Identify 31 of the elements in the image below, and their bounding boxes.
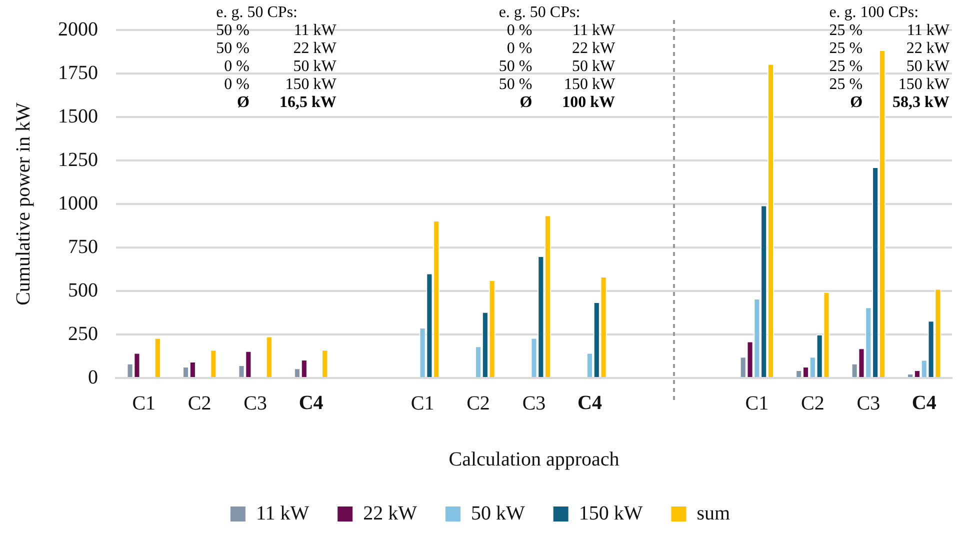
x-tick-label: C1 [132,392,156,414]
y-tick-label: 750 [68,236,98,258]
y-axis-title: Cumulative power in kW [12,102,34,306]
x-tick-label: C3 [244,392,268,414]
x-tick-label: C2 [466,392,490,414]
legend-label: 22 kW [363,502,418,524]
y-tick-label: 1000 [58,192,98,214]
x-tick-label: C1 [745,392,769,414]
text: e. g. 50 CPs: 0 % 11 kW 0 % 22 kW 50 % 50 kW 50 % 150 kW Ø 100 kW [498,4,616,111]
y-tick-label: 1250 [58,148,98,171]
legend-label: 11 kW [256,502,310,524]
y-tick-label: 1500 [58,105,98,128]
y-tick-label: 2000 [58,18,98,40]
y-tick-label: 250 [68,322,98,345]
x-tick-label: C4 [912,392,936,414]
x-axis-title: Calculation approach [448,448,620,470]
x-tick-label: C4 [578,392,602,414]
legend-label: 150 kW [578,502,643,524]
y-tick-label: 500 [68,279,98,302]
x-tick-label: C2 [800,392,824,414]
x-tick-label: C2 [188,392,212,414]
text: e. g. 100 CPs: 25 % 11 kW 25 % 22 kW 25 % 50 kW 25 % 150 kW Ø 58,3 kW [829,4,950,111]
x-tick-label: C4 [298,392,324,414]
text: e. g. 50 CPs: 50 % 11 kW 50 % 22 kW 0 % 50 kW 0 % 150 kW Ø 16,5 kW [216,4,336,111]
x-tick-label: C3 [522,392,546,414]
x-tick-label: C1 [410,392,434,414]
y-tick-label: 1750 [58,62,98,84]
x-tick-label: C3 [856,392,880,414]
legend-label: 50 kW [470,502,525,524]
y-tick-label: 0 [88,366,98,388]
legend-label: sum [696,502,730,524]
